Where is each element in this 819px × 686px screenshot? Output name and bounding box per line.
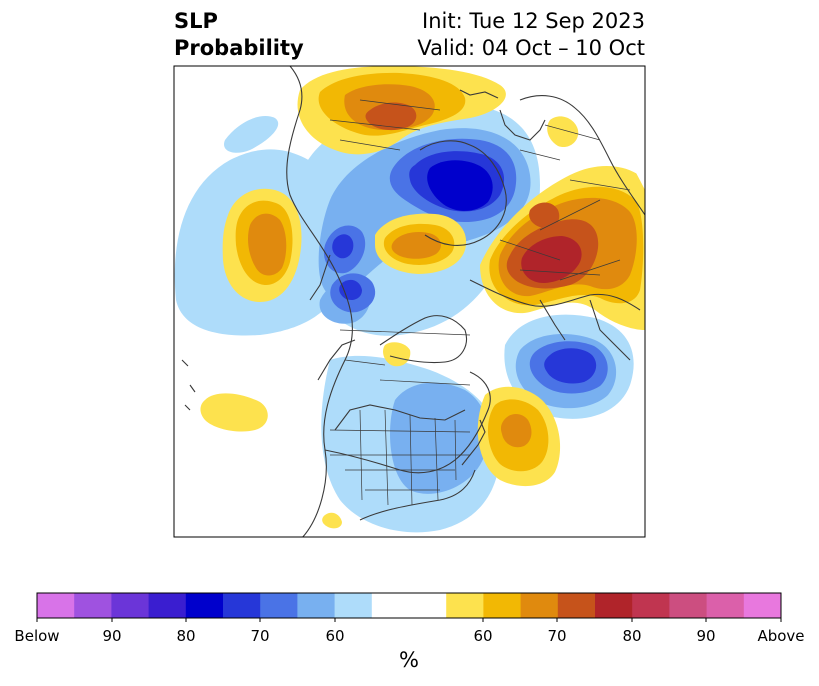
above-60-region-ne [547,116,579,148]
map-title-right: Init: Tue 12 Sep 2023 Valid: 04 Oct – 10… [417,8,645,62]
above-60-region-pacific [200,393,268,432]
probability-fill [174,66,645,533]
colorbar-swatch [706,593,745,618]
colorbar-swatch [260,593,298,618]
colorbar-swatch [632,593,670,618]
map-frame [173,65,646,538]
colorbar-swatch [297,593,336,618]
colorbar-swatch [743,593,782,618]
init-date: Init: Tue 12 Sep 2023 [422,9,645,33]
colorbar-unit: % [399,648,419,672]
below-75-region-west [332,234,354,259]
colorbar-swatch [409,593,447,618]
below-75-region-south [339,279,362,300]
colorbar-label-below-60: 60 [325,627,345,645]
colorbar-label-below-80: 80 [176,627,196,645]
colorbar [36,592,782,622]
projection-mask [174,66,300,260]
colorbar-label-above-60: 60 [473,627,493,645]
above-75-region-ne [529,202,560,228]
above-70-region-atlantic [500,414,532,448]
below-80-region-central [427,160,493,211]
colorbar-swatch [148,593,187,618]
above-60-region-south [322,512,342,529]
colorbar-label-above: Above [757,627,805,645]
map-panel [174,66,645,537]
colorbar-swatch [334,593,373,618]
above-75-region-north [365,102,417,131]
colorbar-swatch [595,593,633,618]
below-60-region-nw [224,116,279,153]
variable-title: SLP [174,9,218,33]
colorbar-label-above-70: 70 [547,627,567,645]
colorbar-label-above-80: 80 [622,627,642,645]
colorbar-swatch [74,593,112,618]
below-75-region-atlantic [544,348,597,384]
colorbar-swatch [557,593,596,618]
colorbar-swatch [37,593,75,618]
valid-range: Valid: 04 Oct – 10 Oct [417,36,645,60]
colorbar-label-below: Below [14,627,60,645]
colorbar-swatch [483,593,522,618]
map-title-left: SLP Probability [174,8,304,62]
colorbar-swatch [520,593,559,618]
political-borders [329,99,631,506]
above-60-region-small [383,342,411,367]
colorbar-swatch [371,593,410,618]
projection-mask-right [560,66,645,190]
colorbar-border [36,592,782,619]
colorbar-swatch [185,593,224,618]
colorbar-swatch [669,593,708,618]
product-title: Probability [174,36,304,60]
colorbar-swatch [111,593,150,618]
coastlines [181,66,645,537]
above-70-region-west [248,213,287,276]
colorbar-label-below-70: 70 [250,627,270,645]
colorbar-swatch [446,593,484,618]
colorbar-label-above-90: 90 [696,627,716,645]
colorbar-label-below-90: 90 [102,627,122,645]
colorbar-swatch [223,593,261,618]
above-70-region-center [391,232,441,259]
